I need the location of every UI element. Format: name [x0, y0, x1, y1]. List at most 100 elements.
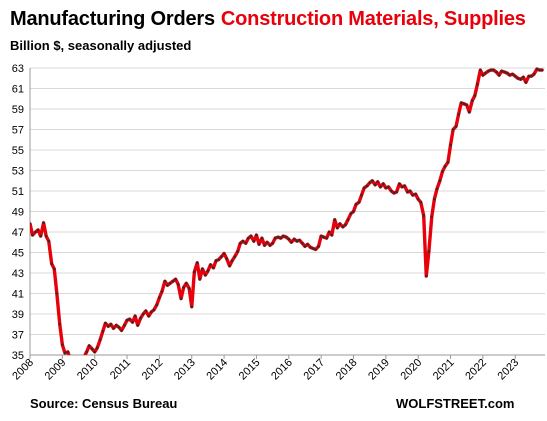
data-point: [406, 190, 409, 194]
data-point: [222, 252, 226, 255]
x-tick-label: 2015: [237, 357, 263, 383]
data-point: [44, 234, 48, 238]
y-tick-label: 59: [12, 104, 24, 116]
data-point: [152, 308, 156, 312]
data-point: [392, 191, 396, 195]
data-point: [101, 330, 105, 333]
data-point: [309, 246, 312, 249]
data-point: [36, 228, 40, 232]
data-point: [252, 239, 256, 243]
data-point: [128, 317, 131, 321]
data-point: [155, 303, 159, 307]
data-point: [271, 241, 274, 245]
data-point: [160, 290, 164, 293]
data-point: [451, 128, 455, 131]
data-point: [260, 236, 264, 240]
data-point: [530, 74, 533, 78]
data-point: [384, 186, 388, 190]
data-point: [276, 235, 280, 239]
data-point: [123, 323, 126, 327]
data-point: [500, 69, 503, 73]
data-point: [273, 236, 277, 240]
y-tick-label: 53: [12, 166, 24, 178]
data-point: [373, 183, 377, 187]
data-point: [284, 235, 288, 239]
data-point: [327, 230, 331, 234]
x-tick-label: 2020: [399, 357, 425, 383]
x-tick-label: 2009: [43, 357, 69, 383]
data-point: [104, 321, 107, 325]
data-point: [468, 110, 471, 114]
x-tick-label: 2023: [496, 357, 522, 383]
data-point: [443, 165, 447, 168]
data-point: [540, 68, 544, 72]
data-point: [214, 259, 218, 263]
data-point: [419, 200, 423, 204]
data-point: [338, 222, 342, 226]
data-point: [513, 74, 517, 78]
data-point: [133, 314, 137, 318]
y-tick-label: 37: [12, 330, 24, 342]
data-point: [365, 184, 369, 188]
data-point: [230, 259, 234, 263]
data-point: [301, 241, 304, 245]
data-point: [115, 323, 118, 327]
data-point: [292, 237, 296, 241]
data-point: [503, 70, 506, 74]
data-point: [387, 185, 390, 189]
data-point: [306, 243, 309, 246]
data-point: [319, 234, 323, 238]
data-point: [479, 68, 482, 72]
data-point: [195, 261, 199, 265]
data-point: [34, 230, 37, 234]
data-point: [125, 318, 129, 322]
data-point: [150, 310, 153, 314]
series-line: [30, 67, 544, 355]
data-point: [303, 245, 307, 248]
data-point: [166, 284, 169, 287]
data-point: [333, 218, 337, 221]
data-point: [400, 185, 404, 189]
data-point: [220, 255, 223, 258]
data-point: [249, 234, 253, 238]
data-point: [85, 350, 88, 354]
data-point: [182, 286, 185, 289]
data-point: [459, 101, 463, 105]
x-tick-label: 2017: [301, 357, 327, 383]
data-point: [341, 225, 345, 229]
data-point: [75, 363, 78, 366]
data-point: [144, 309, 148, 313]
x-tick-label: 2014: [204, 357, 230, 383]
data-point: [69, 359, 72, 362]
data-point: [147, 314, 151, 318]
data-point: [414, 192, 417, 196]
y-tick-label: 49: [12, 207, 24, 219]
data-point: [290, 240, 293, 244]
data-point: [438, 179, 442, 183]
y-tick-label: 57: [12, 125, 24, 137]
data-point: [279, 236, 283, 240]
y-tick-label: 61: [12, 84, 24, 96]
data-point: [505, 71, 509, 75]
data-point: [47, 239, 51, 243]
data-point: [139, 316, 142, 320]
data-point: [80, 361, 83, 364]
data-point: [225, 257, 228, 260]
data-point: [411, 193, 414, 197]
x-tick-label: 2010: [75, 357, 101, 383]
chart-title: Manufacturing Orders Construction Materia…: [10, 8, 526, 31]
data-point: [395, 190, 398, 194]
data-point: [136, 323, 140, 327]
x-tick-label: 2019: [366, 357, 392, 383]
y-tick-label: 41: [12, 289, 24, 301]
data-point: [87, 344, 91, 348]
data-point: [325, 236, 328, 240]
data-point: [408, 189, 412, 193]
data-point: [61, 343, 64, 347]
data-point: [52, 267, 56, 271]
data-point: [244, 241, 248, 245]
data-point: [174, 277, 177, 281]
data-point: [255, 233, 258, 237]
data-point: [370, 179, 374, 183]
x-tick-label: 2021: [431, 357, 457, 383]
